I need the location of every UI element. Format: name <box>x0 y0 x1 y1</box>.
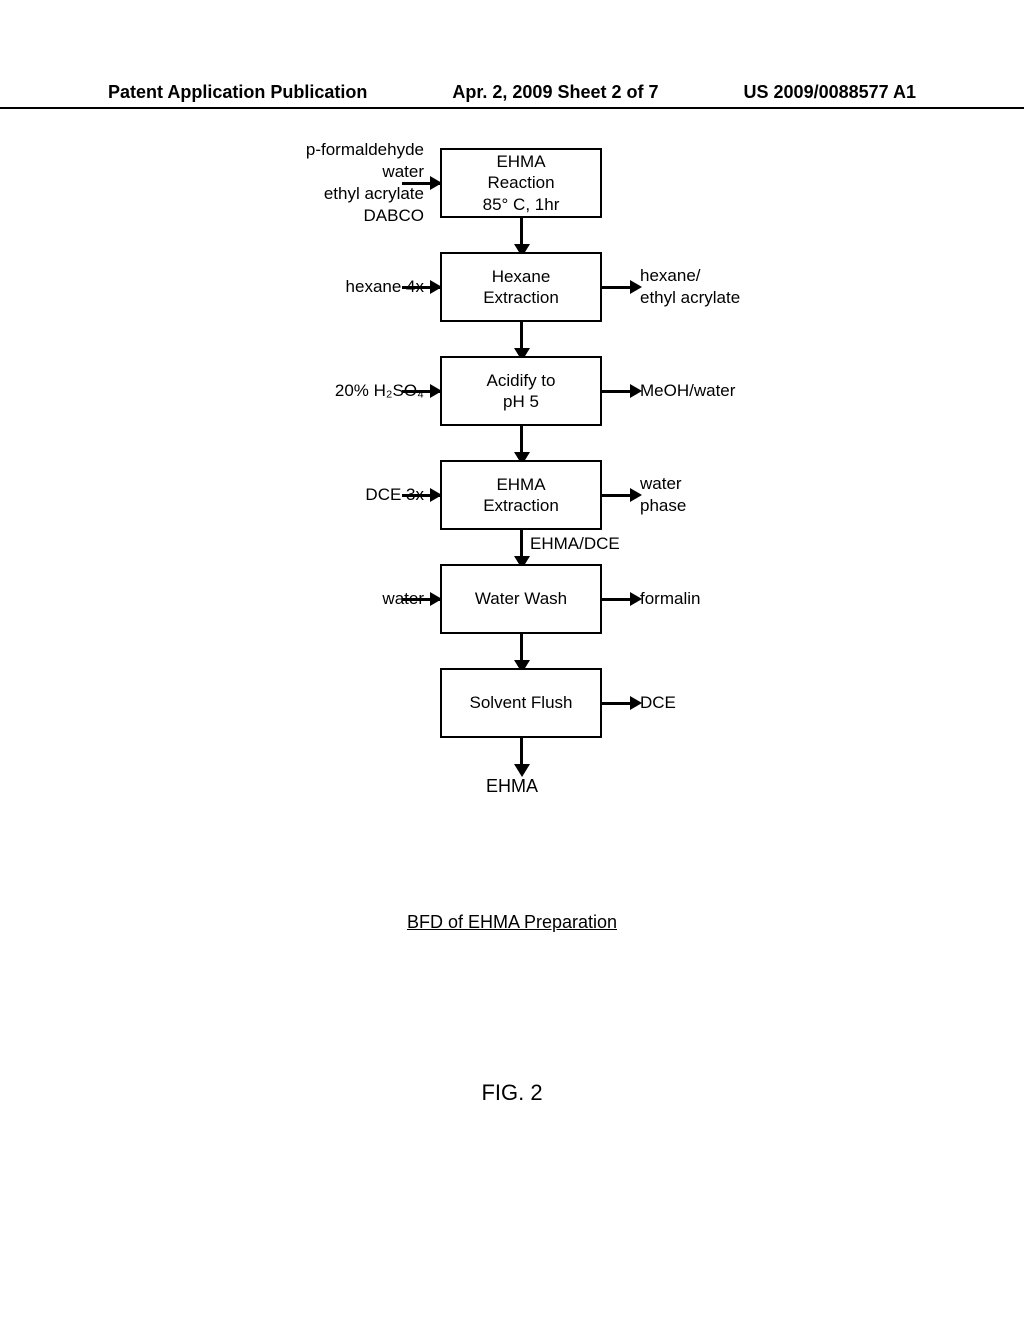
process-box: Acidify topH 5 <box>440 356 602 426</box>
process-box: HexaneExtraction <box>440 252 602 322</box>
step-output-label: formalin <box>640 564 700 634</box>
process-box: Water Wash <box>440 564 602 634</box>
step-output-label: MeOH/water <box>640 356 735 426</box>
step-output-label: waterphase <box>640 460 686 530</box>
header-center: Apr. 2, 2009 Sheet 2 of 7 <box>452 82 658 103</box>
process-box: EHMAExtraction <box>440 460 602 530</box>
flowchart-step: 20% H₂SO₄Acidify topH 5MeOH/water <box>0 356 1024 460</box>
process-box: EHMAReaction85° C, 1hr <box>440 148 602 218</box>
page-header: Patent Application Publication Apr. 2, 2… <box>0 82 1024 109</box>
flowchart-step: p-formaldehydewaterethyl acrylateDABCOEH… <box>0 148 1024 252</box>
flowchart-step: waterWater Washformalin <box>0 564 1024 668</box>
flowchart-step: hexane 4xHexaneExtractionhexane/ethyl ac… <box>0 252 1024 356</box>
step-output-label: DCE <box>640 668 676 738</box>
header-left: Patent Application Publication <box>108 82 367 103</box>
flowchart-final: EHMA <box>0 772 1024 822</box>
flowchart-step: Solvent Flush DCE <box>0 668 1024 772</box>
arrow-label: EHMA/DCE <box>530 534 620 554</box>
diagram-caption: BFD of EHMA Preparation <box>0 912 1024 933</box>
flowchart-step: DCE 3xEHMAExtractionwaterphaseEHMA/DCE <box>0 460 1024 564</box>
flowchart-diagram: p-formaldehydewaterethyl acrylateDABCOEH… <box>0 148 1024 822</box>
step-output-label: hexane/ethyl acrylate <box>640 252 740 322</box>
header-row: Patent Application Publication Apr. 2, 2… <box>0 82 1024 103</box>
header-right: US 2009/0088577 A1 <box>744 82 916 103</box>
final-output-label: EHMA <box>0 776 1024 797</box>
process-box: Solvent Flush <box>440 668 602 738</box>
figure-label: FIG. 2 <box>0 1080 1024 1106</box>
